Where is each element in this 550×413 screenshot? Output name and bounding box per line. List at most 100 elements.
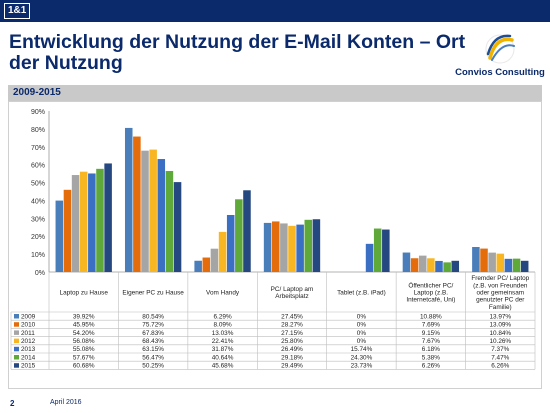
top-bar: 1&1: [0, 0, 550, 22]
bar: [271, 221, 280, 272]
category-label: Tablet (z.B. iPad): [337, 290, 386, 297]
bar: [243, 190, 251, 272]
table-value: 56.47%: [142, 354, 164, 361]
legend-year-label: 2012: [21, 338, 36, 345]
category-label: Öffentlicher PC/Laptop (z.B. Internetcafé…: [406, 281, 455, 303]
y-tick-label: 70%: [31, 145, 45, 152]
bar: [96, 168, 104, 272]
table-value: 15.74%: [351, 346, 373, 353]
legend-swatch: [14, 346, 19, 352]
category-label: Eigener PC zu Hause: [122, 290, 184, 297]
table-value: 13.97%: [489, 313, 511, 320]
brand-logo: Convios Consulting: [452, 32, 548, 80]
table-value: 0%: [357, 338, 367, 345]
bar: [194, 260, 202, 272]
table-value: 68.43%: [142, 338, 164, 345]
bar: [365, 243, 374, 272]
bar: [504, 258, 513, 272]
y-tick-label: 40%: [31, 198, 45, 205]
category-label: Vom Handy: [206, 290, 240, 297]
legend-year-label: 2009: [21, 313, 36, 320]
bar: [133, 136, 141, 272]
section-label: 2009-2015: [13, 87, 61, 98]
y-tick-label: 50%: [31, 181, 45, 188]
bar: [210, 248, 219, 272]
bar: [512, 258, 521, 272]
bar: [263, 222, 272, 272]
bar: [312, 219, 321, 272]
table-value: 6.18%: [422, 346, 440, 353]
table-value: 6.26%: [491, 363, 509, 370]
bar: [480, 248, 488, 272]
bar: [427, 258, 435, 272]
legend-swatch: [14, 338, 19, 344]
bar: [280, 223, 288, 272]
table-value: 50.25%: [142, 363, 164, 370]
bar: [63, 189, 72, 272]
legend-year-label: 2014: [21, 354, 36, 361]
table-value: 26.49%: [281, 346, 303, 353]
table-value: 10.88%: [420, 313, 442, 320]
table-value: 10.26%: [489, 338, 511, 345]
chart-frame: 0% 10% 20% 30% 40% 50% 60% 70% 80% 90% Laptop zu H…: [8, 101, 542, 389]
bar: [235, 199, 243, 272]
table-value: 27.45%: [281, 313, 303, 320]
legend-year-label: 2015: [21, 363, 36, 370]
table-value: 6.26%: [422, 363, 440, 370]
table-value: 0%: [357, 330, 367, 337]
bar: [79, 171, 88, 272]
bar: [496, 253, 505, 272]
table-value: 25.80%: [281, 338, 303, 345]
bar-chart: 0% 10% 20% 30% 40% 50% 60% 70% 80% 90% Laptop zu H…: [10, 109, 536, 370]
bar: [141, 150, 149, 272]
table-value: 56.08%: [73, 338, 95, 345]
table-value: 6.29%: [214, 313, 232, 320]
table-value: 60.68%: [73, 363, 95, 370]
section-band: 2009-2015: [8, 85, 542, 101]
bar: [443, 262, 451, 272]
bar: [382, 229, 390, 272]
table-value: 7.69%: [422, 322, 440, 329]
bar: [304, 219, 313, 272]
table-value: 39.92%: [73, 313, 95, 320]
table-value: 0%: [357, 313, 367, 320]
table-value: 8.09%: [214, 322, 232, 329]
table-value: 29.18%: [281, 354, 303, 361]
y-tick-label: 10%: [31, 252, 45, 259]
company-logo: 1&1: [4, 3, 31, 19]
bar: [157, 159, 166, 272]
y-tick-label: 90%: [31, 109, 45, 116]
bar: [88, 173, 96, 272]
table-value: 31.87%: [212, 346, 234, 353]
table-value: 28.27%: [281, 322, 303, 329]
bar: [165, 170, 174, 272]
bar: [410, 258, 419, 272]
table-value: 10.84%: [489, 330, 511, 337]
y-tick-label: 0%: [35, 270, 45, 277]
table-value: 54.20%: [73, 330, 95, 337]
bar: [71, 175, 80, 272]
y-tick-label: 80%: [31, 127, 45, 134]
table-value: 45.68%: [212, 363, 234, 370]
bar: [435, 260, 443, 272]
bar: [226, 214, 235, 272]
bar: [373, 228, 382, 272]
bar: [149, 149, 157, 272]
table-value: 9.15%: [422, 330, 440, 337]
table-value: 55.08%: [73, 346, 95, 353]
legend-swatch: [14, 355, 19, 360]
table-value: 7.37%: [491, 346, 509, 353]
bar: [520, 260, 529, 272]
table-value: 13.03%: [212, 330, 234, 337]
bar: [402, 252, 411, 272]
brand-swoosh-icon: [485, 34, 515, 64]
bar: [55, 200, 64, 272]
bar: [472, 247, 480, 272]
y-tick-label: 60%: [31, 163, 45, 170]
category-label: PC/ Laptop am Arbeitsplatz: [271, 286, 314, 300]
legend-swatch: [14, 322, 19, 327]
footer-date: April 2016: [50, 399, 82, 406]
bar: [124, 127, 133, 273]
legend-swatch: [14, 330, 19, 335]
legend-year-label: 2013: [21, 346, 36, 353]
